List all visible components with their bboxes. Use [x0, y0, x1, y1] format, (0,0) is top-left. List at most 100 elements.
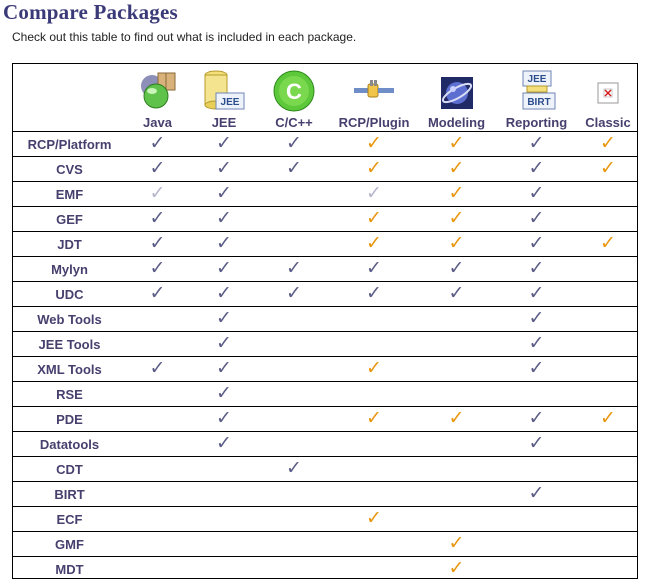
check-icon: ✓: [528, 132, 545, 154]
feature-label: PDE: [13, 406, 126, 432]
check-icon: ✓: [600, 132, 616, 154]
package-rcp-plugin[interactable]: RCP/Plugin: [329, 64, 419, 132]
svg-text:BIRT: BIRT: [527, 97, 550, 108]
feature-cell: ✓: [329, 406, 419, 432]
feature-cell: ✓: [419, 131, 494, 157]
feature-cell: [126, 506, 189, 532]
feature-cell: [329, 456, 419, 482]
feature-cell: [579, 306, 637, 332]
package-modeling[interactable]: Modeling: [419, 64, 494, 132]
feature-cell: [579, 206, 637, 232]
feature-cell: ✓: [494, 181, 579, 207]
feature-cell: [579, 431, 637, 457]
feature-cell: ✓: [329, 281, 419, 307]
package-cpp[interactable]: C C/C++: [259, 64, 329, 132]
package-label: Modeling: [427, 115, 486, 130]
page-subtitle: Check out this table to find out what is…: [12, 30, 357, 44]
feature-cell: [419, 381, 494, 407]
check-icon: ✓: [216, 357, 232, 379]
feature-row: RCP/Platform ✓ ✓ ✓ ✓ ✓ ✓ ✓: [13, 131, 637, 157]
check-icon: ✓: [366, 407, 382, 429]
feature-cell: [189, 481, 259, 507]
check-icon: ✓: [149, 157, 166, 179]
check-icon: ✓: [149, 257, 166, 279]
feature-cell: ✓: [189, 231, 259, 257]
feature-cell: [579, 556, 637, 581]
classic-package-icon: [597, 82, 619, 104]
feature-cell: ✓: [259, 281, 329, 307]
feature-row: PDE ✓ ✓ ✓ ✓ ✓: [13, 406, 637, 432]
feature-cell: ✓: [494, 206, 579, 232]
feature-cell: ✓: [579, 131, 637, 157]
feature-label: UDC: [13, 281, 126, 307]
package-java[interactable]: Java: [126, 64, 189, 132]
feature-cell: ✓: [329, 256, 419, 282]
check-icon: ✓: [216, 207, 232, 229]
feature-cell: ✓: [259, 131, 329, 157]
feature-cell: ✓: [419, 556, 494, 581]
feature-cell: ✓: [494, 406, 579, 432]
package-label: Reporting: [505, 115, 568, 130]
package-jee[interactable]: JEE JEE: [189, 64, 259, 132]
feature-cell: [259, 181, 329, 207]
feature-cell: ✓: [579, 231, 637, 257]
feature-cell: [329, 481, 419, 507]
feature-cell: ✓: [419, 406, 494, 432]
check-icon: ✓: [528, 357, 545, 379]
reporting-package-icon: JEE BIRT: [522, 70, 555, 110]
package-reporting[interactable]: JEE BIRT Reporting: [494, 64, 579, 132]
feature-cell: ✓: [579, 156, 637, 182]
check-icon: ✓: [528, 157, 545, 179]
feature-label: JDT: [13, 231, 126, 257]
feature-cell: ✓: [579, 406, 637, 432]
feature-label: Mylyn: [13, 256, 126, 282]
feature-cell: ✓: [126, 281, 189, 307]
feature-cell: ✓: [189, 381, 259, 407]
feature-label: Web Tools: [13, 306, 126, 332]
feature-row: Mylyn ✓ ✓ ✓ ✓ ✓ ✓: [13, 256, 637, 282]
feature-cell: [126, 556, 189, 581]
feature-cell: ✓: [419, 531, 494, 557]
feature-cell: [579, 456, 637, 482]
feature-cell: [579, 281, 637, 307]
feature-cell: ✓: [494, 131, 579, 157]
package-classic[interactable]: Classic: [579, 64, 637, 132]
feature-cell: ✓: [189, 206, 259, 232]
feature-cell: [259, 331, 329, 357]
feature-cell: ✓: [126, 356, 189, 382]
package-label: RCP/Plugin: [338, 115, 410, 130]
feature-cell: ✓: [494, 256, 579, 282]
feature-cell: [259, 206, 329, 232]
feature-cell: ✓: [494, 306, 579, 332]
cpp-package-icon: C: [273, 70, 315, 112]
feature-cell: [259, 506, 329, 532]
feature-cell: [126, 381, 189, 407]
feature-cell: ✓: [126, 131, 189, 157]
feature-cell: ✓: [126, 156, 189, 182]
check-icon: ✓: [216, 257, 232, 279]
check-icon: ✓: [448, 232, 465, 254]
feature-cell: [494, 381, 579, 407]
check-icon: ✓: [448, 157, 465, 179]
feature-cell: [579, 506, 637, 532]
check-icon: ✓: [149, 232, 166, 254]
package-header-row: Java JEE JEE C: [13, 64, 637, 132]
feature-cell: [259, 356, 329, 382]
feature-cell: [419, 431, 494, 457]
feature-cell: [126, 531, 189, 557]
svg-text:C: C: [286, 79, 302, 104]
feature-cell: [126, 331, 189, 357]
feature-label: CVS: [13, 156, 126, 182]
modeling-package-icon: [440, 77, 473, 109]
svg-text:JEE: JEE: [221, 97, 240, 108]
check-icon: ✓: [600, 232, 616, 254]
check-icon: ✓: [286, 257, 302, 279]
feature-label: GEF: [13, 206, 126, 232]
check-icon: ✓: [366, 357, 382, 379]
feature-cell: ✓: [126, 256, 189, 282]
feature-cell: ✓: [259, 456, 329, 482]
feature-cell: [579, 181, 637, 207]
check-icon: ✓: [286, 157, 302, 179]
feature-cell: ✓: [494, 431, 579, 457]
feature-cell: [259, 531, 329, 557]
